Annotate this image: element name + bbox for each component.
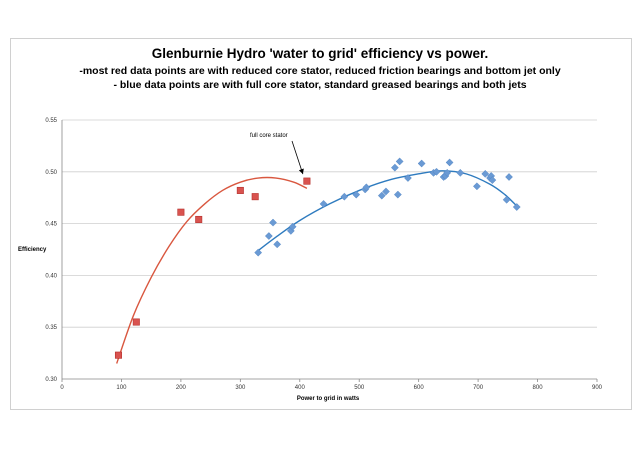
- data-points: [114, 157, 521, 359]
- red-data-point: [236, 186, 244, 194]
- red-data-point: [195, 215, 203, 223]
- blue-trend-line: [257, 170, 518, 252]
- blue-data-point: [340, 192, 349, 201]
- gridlines: [62, 119, 597, 328]
- x-tick-label: 0: [60, 385, 64, 391]
- red-data-point: [177, 208, 185, 216]
- blue-data-point: [432, 167, 441, 176]
- y-tick-label: 0.30: [45, 377, 57, 383]
- red-trend-line: [116, 176, 308, 364]
- x-tick-label: 800: [533, 385, 544, 391]
- blue-data-point: [319, 200, 328, 208]
- blue-data-point: [362, 183, 371, 192]
- x-tick-label: 500: [354, 385, 365, 391]
- annotation-text: full core stator: [250, 133, 288, 139]
- chart-subtitle-red: -most red data points are with reduced c…: [79, 65, 561, 77]
- y-tick-label: 0.40: [45, 273, 57, 279]
- blue-data-point: [382, 187, 390, 196]
- annotation-arrow-head: [298, 168, 304, 175]
- blue-data-point: [488, 176, 497, 184]
- chart-title: Glenburnie Hydro 'water to grid' efficie…: [151, 46, 489, 61]
- blue-data-point: [264, 232, 273, 240]
- blue-data-point: [273, 240, 282, 249]
- blue-data-point: [417, 159, 426, 168]
- blue-data-point: [443, 168, 452, 177]
- y-tick-label: 0.45: [45, 222, 57, 228]
- trend-lines: [116, 170, 518, 364]
- x-tick-labels: 0 100 200 300 400 500 600 700 800 900: [60, 385, 602, 391]
- blue-data-point: [512, 203, 521, 211]
- y-tick-labels: 0.30 0.35 0.40 0.45 0.50 0.55: [45, 118, 57, 383]
- blue-data-point: [288, 222, 297, 231]
- y-tick-label: 0.50: [45, 170, 57, 176]
- blue-data-point: [391, 163, 399, 172]
- red-data-point: [251, 193, 259, 201]
- axes: [61, 120, 598, 382]
- red-data-point: [132, 318, 140, 326]
- x-tick-label: 600: [414, 385, 425, 391]
- blue-data-point: [502, 195, 511, 204]
- blue-data-point: [481, 169, 490, 178]
- x-tick-label: 900: [592, 385, 603, 391]
- x-tick-label: 400: [295, 385, 306, 391]
- x-tick-label: 200: [176, 385, 187, 391]
- y-axis-label: Efficiency: [18, 247, 47, 253]
- chart-subtitle-blue: - blue data points are with full core st…: [113, 79, 527, 91]
- blue-data-point: [393, 190, 402, 199]
- blue-data-point: [395, 157, 404, 166]
- blue-data-point: [456, 168, 465, 177]
- x-tick-label: 700: [473, 385, 484, 391]
- blue-data-point: [473, 182, 481, 191]
- blue-data-point: [445, 158, 454, 167]
- blue-data-point: [269, 218, 277, 227]
- red-data-point: [303, 177, 311, 185]
- blue-data-point: [352, 190, 361, 199]
- blue-data-point: [377, 191, 386, 200]
- x-tick-label: 100: [116, 385, 127, 391]
- x-tick-label: 300: [235, 385, 246, 391]
- blue-data-point: [505, 173, 513, 181]
- y-tick-label: 0.55: [45, 118, 57, 124]
- annotation: full core stator: [250, 133, 304, 175]
- annotation-arrow-line: [291, 140, 304, 175]
- red-data-point: [114, 351, 122, 359]
- y-tick-label: 0.35: [45, 325, 57, 331]
- blue-data-point: [254, 248, 263, 257]
- blue-data-point: [404, 174, 412, 182]
- x-axis-label: Power to grid in watts: [297, 396, 360, 402]
